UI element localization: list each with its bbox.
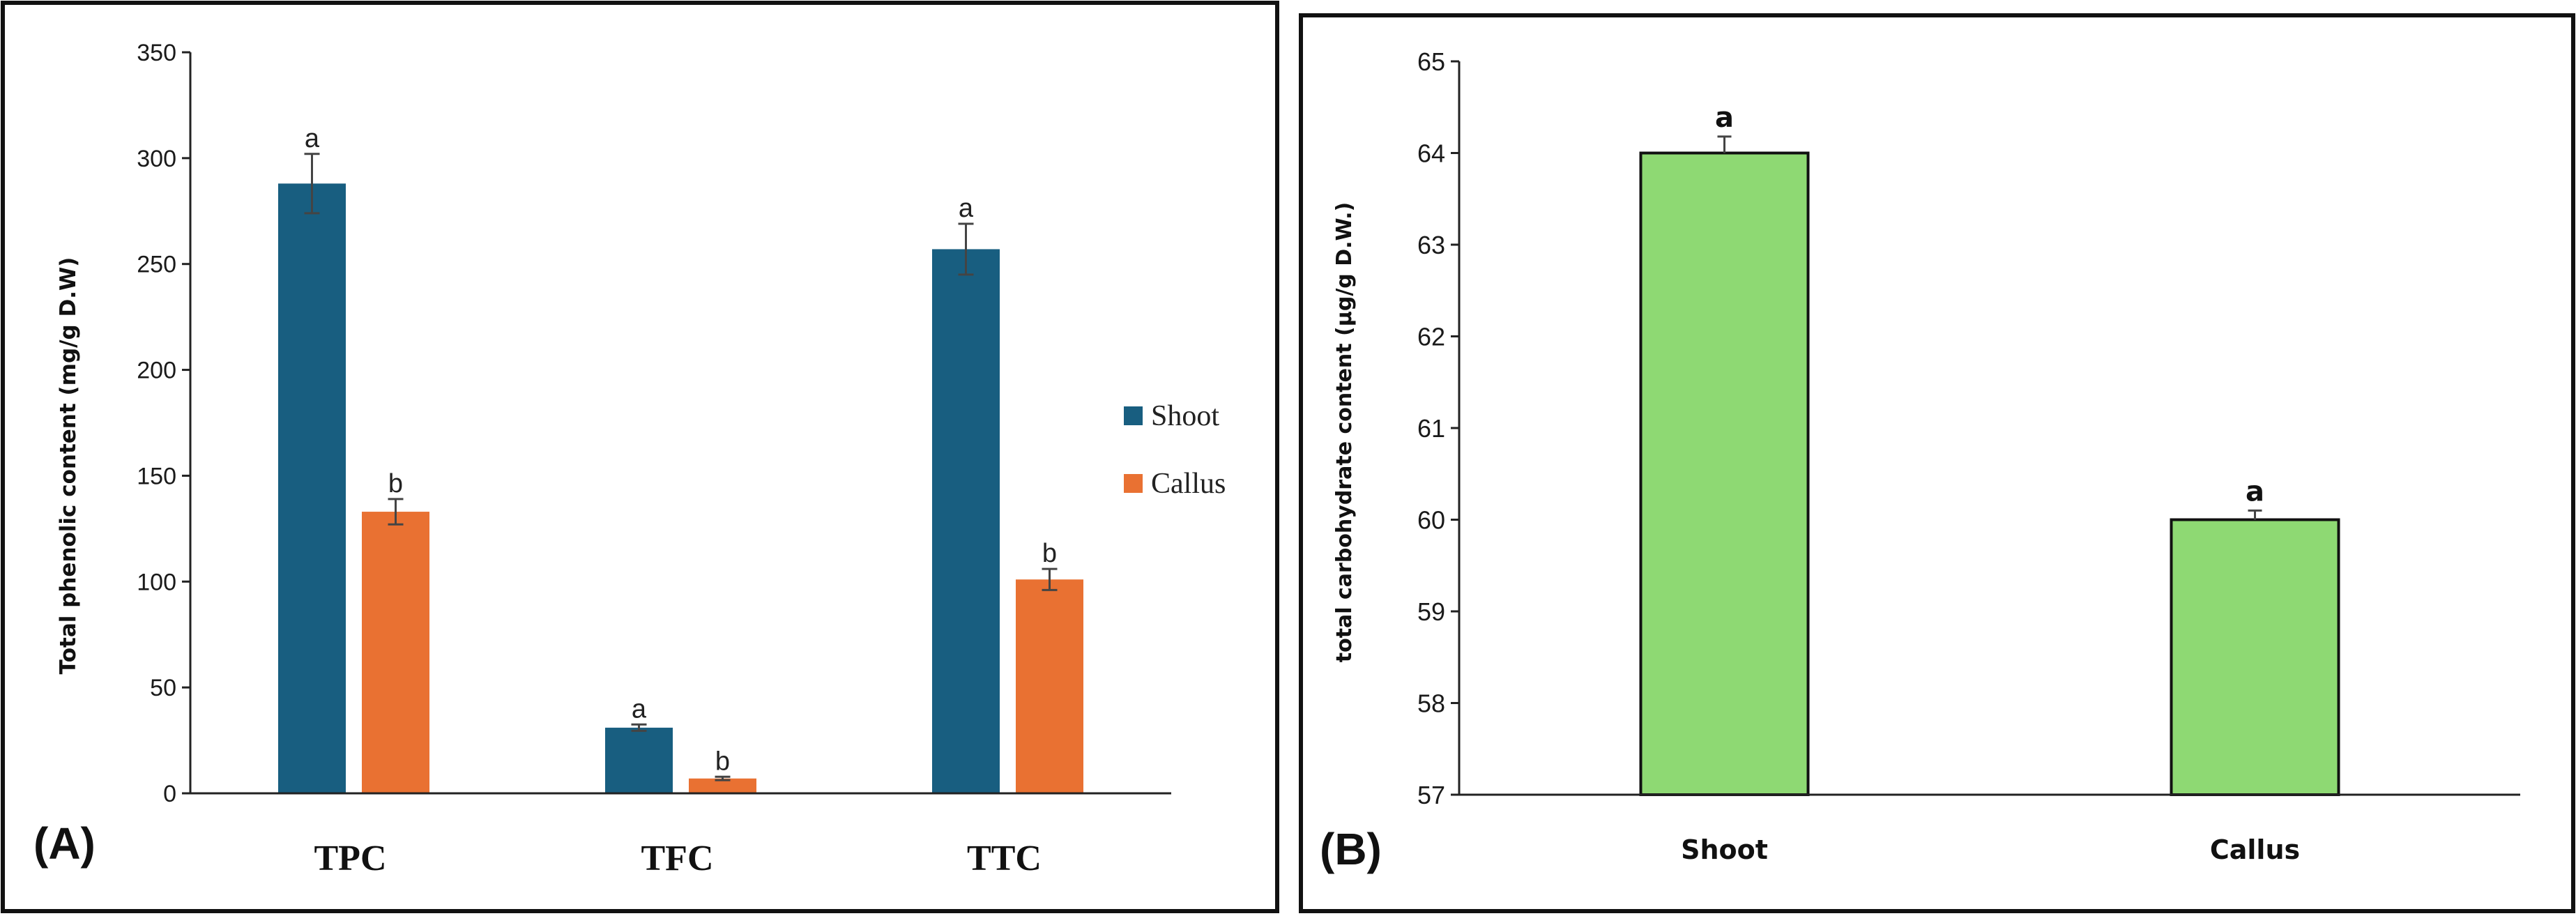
chart-a-ylabel: Total phenolic content (mg/g D.W) [56,257,81,675]
chart-b-y-tick-label: 59 [1417,597,1445,626]
chart-b-y-tick-label: 62 [1417,323,1445,351]
chart-a-bars: a b a b a b [278,124,1083,793]
chart-a-significance-label: a [305,124,320,153]
chart-a-y-tick-label: 350 [137,40,176,66]
chart-b-ylabel: total carbohydrate content (µg/g D.W.) [1332,202,1357,663]
chart-a-bar-shoot [605,727,673,793]
chart-b-y-tick-label: 63 [1417,231,1445,259]
chart-a-significance-label: a [632,694,647,724]
panel-b-frame [1299,13,2575,913]
chart-a-y-tick-label: 0 [163,781,176,807]
chart-b-y-tick-label: 64 [1417,139,1445,168]
chart-b-bar [1639,151,1810,796]
chart-b-x-tick-label: Shoot [1681,834,1768,865]
chart-b-y-axis: 57 58 59 60 61 62 63 64 65 [1417,47,1461,809]
panel-b-letter: (B) [1320,824,1382,874]
chart-a-legend: Shoot Callus [1124,400,1226,500]
chart-a-bar-shoot [932,249,1000,793]
chart-a-significance-label: a [959,194,974,223]
panel-a-letter: (A) [33,818,96,869]
chart-a-x-tick-label: TTC [967,839,1042,878]
chart-a-y-axis: 0 50 100 150 200 250 300 350 [137,40,192,807]
chart-a-legend-swatch [1124,406,1143,425]
chart-b-bars: aa [1639,102,2340,796]
chart-a-legend-label: Callus [1151,468,1226,500]
chart-a-legend-label: Shoot [1151,400,1219,432]
chart-a-x-axis: TPC TFC TTC [190,792,1171,878]
chart-a-x-tick-label: TPC [314,839,387,878]
chart-b-significance-label: a [2246,475,2264,507]
chart-a: Total phenolic content (mg/g D.W) 0 50 100… [56,40,1226,878]
chart-b-x-tick-label: Callus [2210,834,2300,865]
chart-a-significance-label: b [388,469,403,498]
panel-a: Total phenolic content (mg/g D.W) 0 50 100… [1,1,1279,913]
chart-a-bar-callus [362,512,429,793]
chart-b-y-tick-label: 61 [1417,414,1445,443]
chart-a-x-tick-label: TFC [641,839,714,878]
chart-b-bar [2170,518,2340,796]
chart-a-significance-label: b [715,747,730,776]
chart-a-y-tick-label: 250 [137,252,176,278]
chart-a-bar-callus [1016,579,1083,793]
chart-b-y-tick-label: 58 [1417,689,1445,718]
chart-a-y-tick-label: 200 [137,358,176,384]
chart-a-legend-swatch [1124,474,1143,493]
chart-b-significance-label: a [1715,102,1734,134]
chart-b: total carbohydrate content (µg/g D.W.) 5… [1332,47,2520,865]
chart-a-bar-shoot [278,183,346,793]
chart-a-y-tick-label: 100 [137,569,176,595]
panel-b: total carbohydrate content (µg/g D.W.) 5… [1299,13,2575,913]
chart-b-y-tick-label: 65 [1417,47,1445,76]
chart-b-y-tick-label: 57 [1417,781,1445,809]
chart-a-y-tick-label: 150 [137,463,176,489]
chart-b-x-axis: Shoot Callus [1459,793,2520,865]
chart-b-y-tick-label: 60 [1417,506,1445,535]
chart-a-bar-callus [689,778,756,793]
chart-a-y-tick-label: 50 [150,675,176,701]
chart-a-y-tick-label: 300 [137,146,176,172]
chart-a-significance-label: b [1042,539,1057,568]
